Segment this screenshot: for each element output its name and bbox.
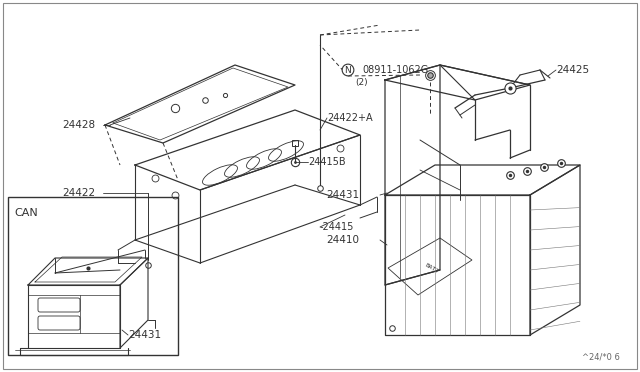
- Text: (2): (2): [355, 77, 367, 87]
- Text: ^24/*0 6: ^24/*0 6: [582, 353, 620, 362]
- Text: 24428: 24428: [62, 120, 95, 130]
- Text: CAN: CAN: [14, 208, 38, 218]
- Text: 24425: 24425: [556, 65, 589, 75]
- Text: 24415B: 24415B: [308, 157, 346, 167]
- Text: BATT: BATT: [424, 262, 440, 274]
- Text: 24410: 24410: [326, 235, 359, 245]
- Text: 24431: 24431: [128, 330, 161, 340]
- Text: 24422+A: 24422+A: [327, 113, 372, 123]
- Text: -24415: -24415: [320, 222, 355, 232]
- Text: 24422: 24422: [62, 188, 95, 198]
- Text: N: N: [344, 65, 351, 74]
- Text: 08911-1062G: 08911-1062G: [362, 65, 428, 75]
- Text: 24431: 24431: [326, 190, 359, 200]
- FancyBboxPatch shape: [8, 197, 178, 355]
